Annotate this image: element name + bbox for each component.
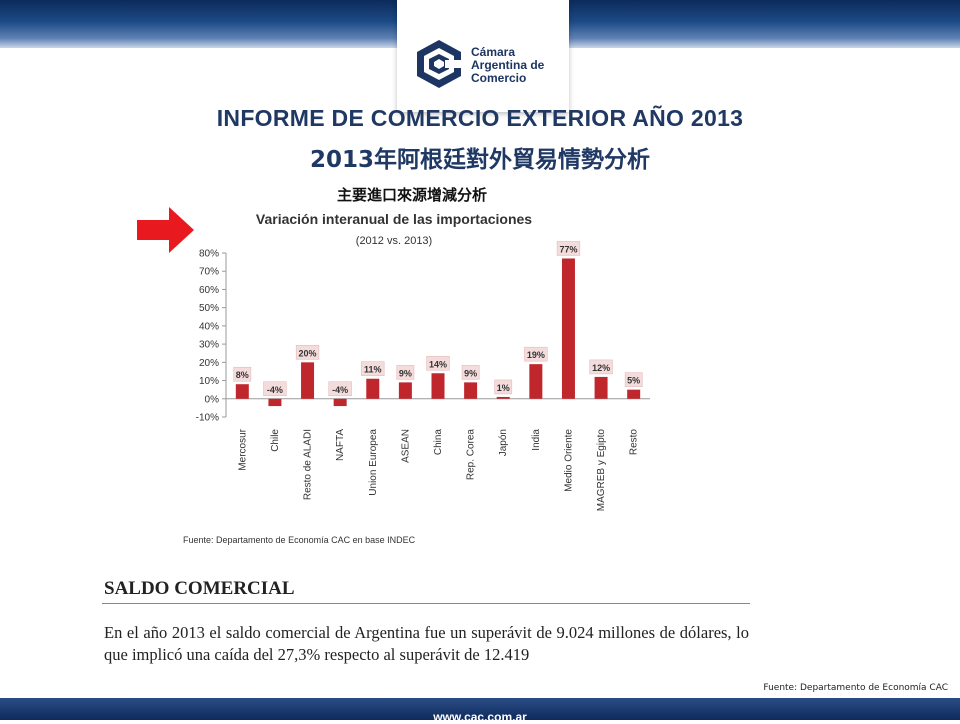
bar [561, 258, 575, 399]
data-label-box [556, 241, 581, 256]
data-label: 19% [527, 350, 545, 360]
y-tick-label: 50% [199, 303, 219, 314]
x-category-label: MAGREB y Egipto [596, 429, 607, 512]
logo-line-2: Argentina de [471, 58, 545, 72]
data-label: 9% [464, 368, 477, 378]
x-category-label: Rep. Corea [466, 429, 477, 481]
bar [366, 378, 380, 399]
data-label-box [263, 381, 287, 397]
footer-source: Fuente: Departamento de Economía CAC [763, 683, 948, 693]
x-category-label: Medio Oriente [563, 429, 574, 492]
data-label: 14% [429, 359, 447, 369]
bar [496, 396, 510, 399]
data-label: 9% [399, 368, 412, 378]
data-label: 5% [627, 376, 640, 386]
chart-subtitle: (2012 vs. 2013) [356, 235, 432, 247]
x-category-label: Union Europea [368, 429, 379, 496]
data-label: 11% [364, 365, 382, 375]
data-label-box [328, 381, 352, 397]
y-tick-label: 10% [199, 376, 219, 387]
data-label-box [233, 366, 252, 382]
data-label: -4% [267, 385, 283, 395]
data-label: 1% [497, 383, 510, 393]
data-label: 20% [299, 348, 317, 358]
logo-panel: Cámara Argentina de Comercio [397, 0, 569, 112]
cac-logo-icon [417, 40, 463, 88]
x-category-label: Japón [498, 429, 509, 456]
report-title: INFORME DE COMERCIO EXTERIOR AÑO 2013 [216, 105, 744, 131]
footer-url-link[interactable]: www.cac.com.ar [433, 710, 527, 724]
y-tick-label: 80% [199, 249, 219, 260]
x-category-label: Resto de ALADI [303, 429, 314, 500]
report-title-chinese: 2013年阿根廷對外貿易情勢分析 [309, 147, 650, 173]
data-label-box [524, 346, 548, 362]
data-label: 77% [559, 244, 577, 254]
bar [529, 364, 543, 399]
y-tick-label: -10% [196, 413, 219, 424]
data-label-box [426, 356, 450, 371]
footer-bar [0, 698, 960, 720]
x-category-label: Chile [270, 429, 281, 452]
chart-source: Fuente: Departamento de Economía CAC en … [183, 535, 416, 545]
section-divider [102, 603, 750, 604]
y-tick-label: 30% [199, 340, 219, 351]
logo-text: Cámara Argentina de Comercio [471, 46, 544, 85]
bar [627, 389, 641, 399]
bar [333, 398, 347, 407]
y-tick-label: 70% [199, 267, 219, 278]
x-category-label: Mercosur [237, 428, 248, 470]
saldo-heading: SALDO COMERCIAL [104, 578, 295, 599]
x-category-label: Resto [629, 429, 640, 456]
imports-variation-chart: Variación interanual de las importacione… [183, 211, 650, 545]
red-arrow-icon [137, 207, 194, 253]
bar [301, 362, 315, 399]
chart-heading-chinese: 主要進口來源增減分析 [337, 186, 488, 204]
y-tick-label: 60% [199, 285, 219, 296]
bar [268, 398, 282, 407]
data-label-box [461, 365, 480, 380]
chart-title: Variación interanual de las importacione… [256, 211, 532, 227]
bar [431, 373, 445, 399]
data-label-box [295, 345, 320, 360]
y-tick-label: 40% [199, 321, 219, 332]
data-label: -4% [332, 385, 348, 395]
data-label: 8% [236, 370, 249, 380]
bars-group: 8% -4% 20% -4% 11% 9% 14% 9% 1% 19% 77% 12% 5% [233, 241, 643, 407]
y-tick-label: 20% [199, 358, 219, 369]
data-label-box [589, 359, 613, 375]
y-axis: 80% 70% 60% 50% 40% 30% 20% 10% 0% -10% [196, 249, 650, 424]
logo-line-3: Comercio [471, 71, 527, 85]
y-tick-label: 0% [205, 394, 220, 405]
data-label-box [361, 361, 385, 376]
x-category-label: India [531, 429, 542, 451]
data-label-box [396, 365, 415, 380]
data-label-box [494, 379, 513, 395]
x-category-label: ASEAN [400, 429, 411, 463]
x-axis-labels: Mercosur Chile Resto de ALADI NAFTA Union Eu… [237, 428, 639, 511]
data-label: 12% [592, 363, 610, 373]
bar [594, 376, 608, 399]
bar [235, 384, 249, 399]
data-label-box [624, 372, 643, 387]
saldo-paragraph: En el año 2013 el saldo comercial de Arg… [104, 623, 749, 664]
bar [464, 382, 478, 399]
logo-line-1: Cámara [471, 45, 516, 59]
x-category-label: China [433, 429, 444, 456]
bar [398, 382, 412, 399]
x-category-label: NAFTA [335, 429, 346, 461]
